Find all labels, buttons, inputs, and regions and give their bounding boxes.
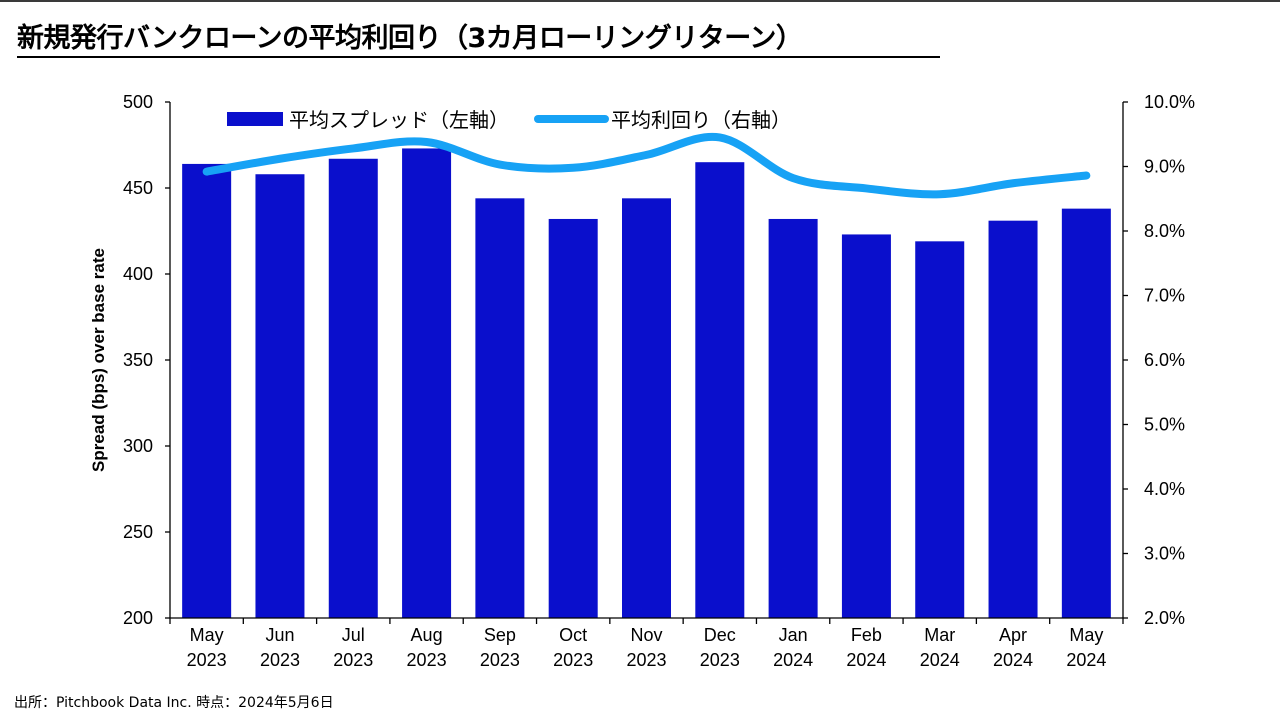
left-tick-label: 350 [123, 350, 153, 370]
x-tick-label-month: Oct [559, 625, 587, 645]
top-border-line [0, 0, 1280, 2]
bar-mar-2024 [915, 241, 965, 618]
right-tick-label: 8.0% [1144, 221, 1185, 241]
left-tick-label: 300 [123, 436, 153, 456]
axes-layer: 200 250 300 350 400 450 500 2.0% 3.0% 4.0% 5.0% 6.0… [89, 92, 1195, 670]
x-tick-label-year: 2023 [626, 650, 666, 670]
bar-apr-2024 [988, 220, 1038, 618]
yield-line [202, 132, 1091, 199]
bar-may-2024 [1061, 208, 1111, 618]
bar-feb-2024 [841, 234, 891, 618]
left-tick-label: 450 [123, 178, 153, 198]
x-tick-label-month: Sep [484, 625, 516, 645]
x-tick-label-month: Mar [924, 625, 955, 645]
x-tick-label-month: Feb [851, 625, 882, 645]
left-tick-label: 250 [123, 522, 153, 542]
right-tick-label: 4.0% [1144, 479, 1185, 499]
legend-bar-label: 平均スプレッド（左軸） [289, 108, 509, 132]
x-tick-label-year: 2024 [920, 650, 960, 670]
x-tick-label-month: Jun [265, 625, 294, 645]
x-tick-label-month: May [1069, 625, 1103, 645]
right-tick-label: 9.0% [1144, 157, 1185, 177]
legend-line-label: 平均利回り（右軸） [611, 108, 791, 132]
x-tick-label-year: 2023 [187, 650, 227, 670]
x-tick-label-month: Apr [999, 625, 1027, 645]
bar-aug-2023 [402, 148, 452, 618]
x-tick-label-month: Jan [779, 625, 808, 645]
x-tick-label-month: Jul [342, 625, 365, 645]
x-tick-label-month: Dec [704, 625, 736, 645]
left-tick-label: 500 [123, 92, 153, 112]
right-tick-label: 3.0% [1144, 544, 1185, 564]
x-tick-label-month: May [190, 625, 224, 645]
x-tick-label-year: 2023 [333, 650, 373, 670]
x-tick-label-month: Aug [411, 625, 443, 645]
x-tick-label-year: 2024 [773, 650, 813, 670]
title-underline [17, 56, 940, 58]
x-tick-label-year: 2023 [700, 650, 740, 670]
bar-jul-2023 [328, 158, 378, 618]
x-tick-label-year: 2023 [480, 650, 520, 670]
bar-oct-2023 [548, 218, 598, 618]
right-tick-label: 5.0% [1144, 415, 1185, 435]
source-note: 出所：Pitchbook Data Inc. 時点：2024年5月6日 [14, 695, 334, 711]
x-tick-label-year: 2023 [553, 650, 593, 670]
right-tick-label: 6.0% [1144, 350, 1185, 370]
x-tick-label-year: 2024 [846, 650, 886, 670]
x-tick-label-year: 2023 [260, 650, 300, 670]
chart-legend: 平均スプレッド（左軸） 平均利回り（右軸） [227, 108, 791, 132]
right-tick-label: 10.0% [1144, 92, 1195, 112]
bar-may-2023 [182, 163, 232, 619]
left-tick-label: 400 [123, 264, 153, 284]
x-tick-label-year: 2023 [407, 650, 447, 670]
x-tick-label-year: 2024 [993, 650, 1033, 670]
x-tick-label-month: Nov [630, 625, 662, 645]
left-tick-label: 200 [123, 608, 153, 628]
page-title: 新規発行バンクローンの平均利回り（3カ月ローリングリターン） [17, 23, 803, 54]
spread-yield-chart: 200 250 300 350 400 450 500 2.0% 3.0% 4.0% 5.0% 6.0… [89, 92, 1195, 670]
legend-bar-swatch [227, 112, 283, 126]
right-tick-label: 7.0% [1144, 286, 1185, 306]
bar-nov-2023 [622, 198, 671, 618]
bar-sep-2023 [475, 198, 525, 618]
bars-layer [182, 148, 1111, 619]
bar-jun-2023 [255, 174, 305, 619]
y-axis-label: Spread (bps) over base rate [89, 248, 108, 472]
bar-jan-2024 [768, 218, 818, 618]
bar-dec-2023 [695, 162, 745, 618]
right-tick-label: 2.0% [1144, 608, 1185, 628]
line-layer [202, 132, 1091, 199]
x-tick-label-year: 2024 [1066, 650, 1106, 670]
